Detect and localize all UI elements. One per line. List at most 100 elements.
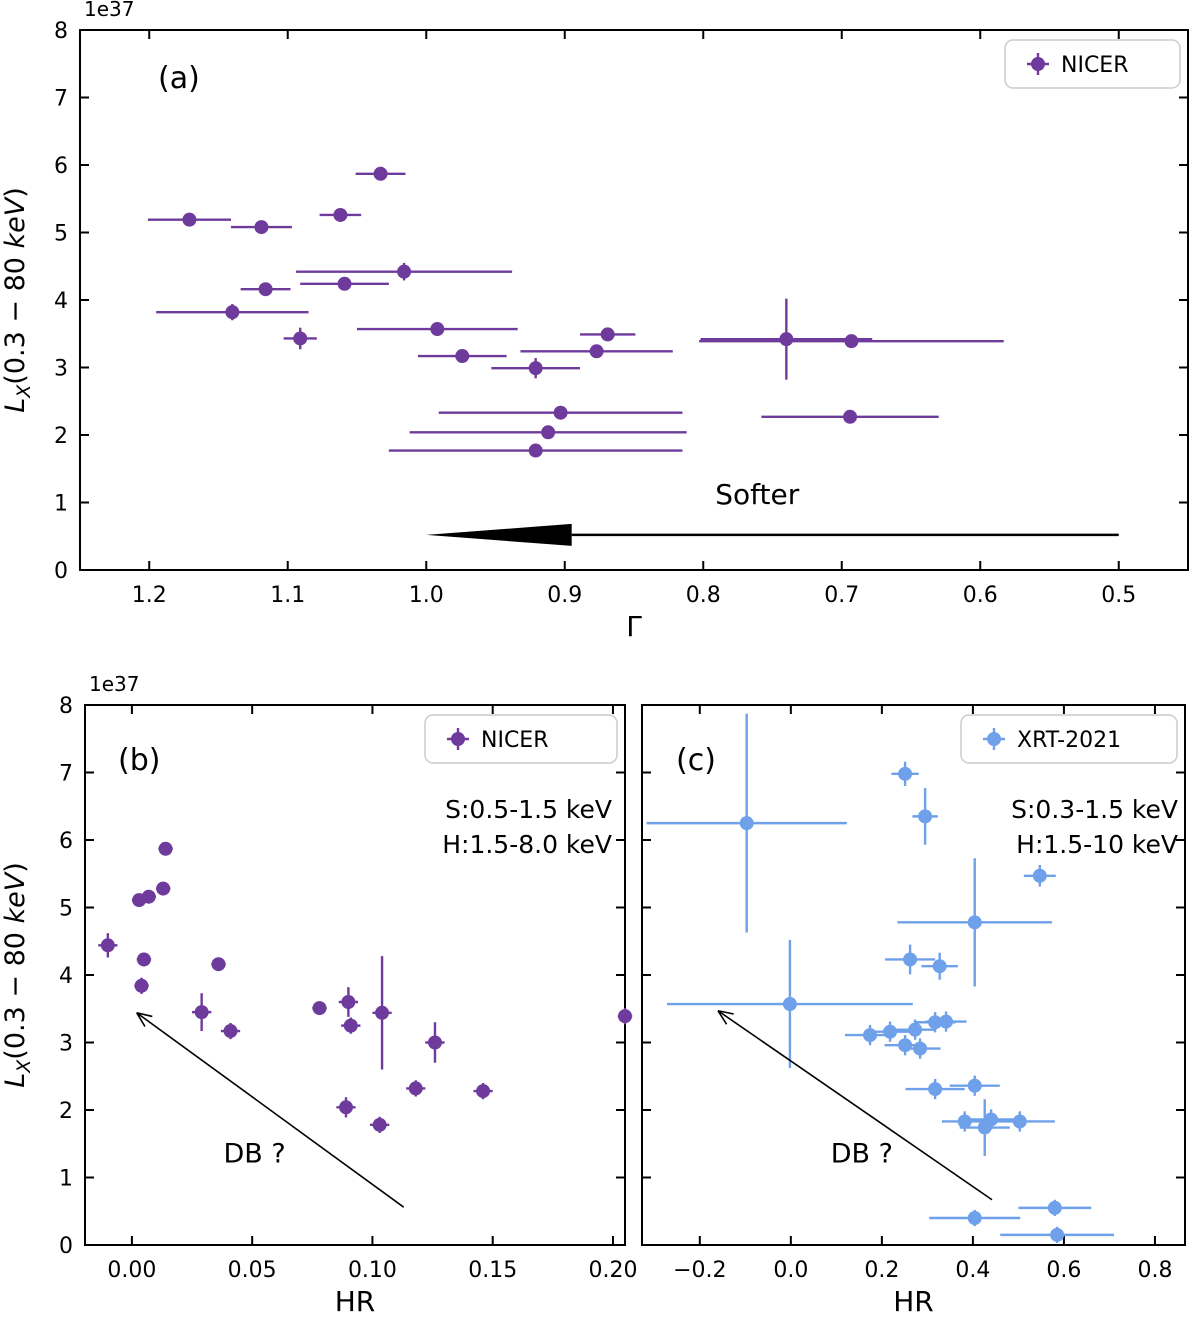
- data-point: [258, 282, 273, 297]
- y-tick-label: 8: [59, 694, 73, 719]
- data-point: [293, 331, 308, 346]
- data-point: [844, 334, 859, 349]
- y-tick-label: 5: [59, 897, 73, 922]
- x-tick-label: 0.8: [1137, 1258, 1172, 1283]
- legend-label: NICER: [1061, 53, 1129, 78]
- hard-band-text: H:1.5-10 keV: [1016, 830, 1178, 859]
- axes-frame: [79, 29, 1189, 571]
- y-tick-label: 0: [59, 1234, 73, 1259]
- data-point: [932, 959, 947, 974]
- legend-box: [960, 714, 1178, 764]
- data-point: [898, 766, 913, 781]
- y-tick-label: 1: [59, 1167, 73, 1192]
- x-tick-label: 0.20: [588, 1258, 637, 1283]
- data-point: [254, 220, 269, 235]
- legend-marker: [1031, 57, 1045, 71]
- y-tick-label: 7: [54, 87, 68, 112]
- panel-label: (c): [676, 743, 716, 778]
- y-tick-label: 1: [54, 492, 68, 517]
- data-point: [779, 332, 794, 347]
- y-tick-label: 0: [54, 559, 68, 584]
- x-tick-label: 0.05: [228, 1258, 277, 1283]
- x-tick-label: 0.0: [773, 1258, 808, 1283]
- y-tick-label: 4: [54, 289, 68, 314]
- axes-frame: [641, 704, 1186, 1246]
- y-tick-label: 6: [54, 154, 68, 179]
- panel-a-chart: 1.2 1.1 1.0 0.9 0.8 0.7 0.6 0.5 0 1 2 3 4 5 6 7 8 1e37 Γ LX…: [0, 0, 1189, 643]
- softer-arrow-head: [426, 523, 572, 546]
- y-axis-label: LX(0.3 − 80 keV): [0, 862, 35, 1088]
- panel-label: (a): [158, 61, 200, 96]
- axis-offset-text: 1e37: [84, 0, 134, 21]
- y-tick-label: 4: [59, 964, 73, 989]
- data-point: [908, 1022, 923, 1037]
- db-arrow-head: [136, 1012, 146, 1027]
- x-tick-label: 0.5: [1101, 583, 1136, 608]
- data-point: [211, 957, 226, 972]
- legend-box: [1004, 39, 1181, 89]
- x-tick-label: 0.8: [686, 583, 721, 608]
- x-tick-label: 1.1: [270, 583, 305, 608]
- data-point: [863, 1028, 878, 1043]
- db-arrow-head: [717, 1009, 734, 1015]
- panel-b-chart: 0.00 0.05 0.10 0.15 0.20 0 1 2 3 4 5 6 7 8 1e37 HR LX(0.…: [0, 672, 637, 1318]
- data-point: [984, 1112, 999, 1127]
- data-point: [455, 349, 470, 364]
- data-point: [967, 915, 982, 930]
- legend-marker: [987, 732, 1001, 746]
- data-point: [898, 1038, 913, 1053]
- db-arrow-head: [717, 1010, 728, 1025]
- softer-label: Softer: [715, 478, 799, 511]
- x-tick-label: 0.9: [547, 583, 582, 608]
- data-point: [600, 327, 615, 342]
- db-arrow-line: [717, 1010, 993, 1201]
- data-point: [337, 276, 352, 291]
- data-point: [223, 1024, 238, 1039]
- data-point: [338, 1100, 353, 1115]
- data-point: [782, 997, 797, 1012]
- x-tick-label: 0.7: [824, 583, 859, 608]
- x-tick-label: −0.2: [673, 1258, 726, 1283]
- data-point: [343, 1018, 358, 1033]
- data-point: [427, 1035, 442, 1050]
- x-tick-label: 1.0: [409, 583, 444, 608]
- soft-band-text: S:0.5-1.5 keV: [445, 795, 612, 824]
- axes-frame: [84, 704, 626, 1246]
- data-point: [341, 995, 356, 1009]
- data-point: [134, 978, 149, 993]
- db-label: DB ?: [831, 1139, 893, 1170]
- data-point: [618, 1009, 632, 1024]
- y-tick-label: 5: [54, 222, 68, 247]
- data-point: [903, 952, 918, 967]
- y-tick-label: 8: [54, 19, 68, 44]
- data-point: [1047, 1200, 1062, 1215]
- data-point: [476, 1084, 491, 1099]
- legend-label: XRT-2021: [1017, 728, 1121, 753]
- data-point: [141, 889, 156, 904]
- x-tick-label: 0.00: [107, 1258, 156, 1283]
- data-point: [1032, 868, 1047, 883]
- data-point: [1050, 1227, 1065, 1242]
- data-point: [939, 1014, 954, 1029]
- data-point: [182, 212, 197, 227]
- data-point: [883, 1024, 898, 1039]
- data-point: [528, 361, 543, 376]
- data-point: [913, 1041, 928, 1056]
- x-axis-label: HR: [335, 1285, 376, 1318]
- x-axis-label: Γ: [626, 610, 642, 643]
- y-tick-label: 3: [59, 1032, 73, 1057]
- data-point: [553, 405, 568, 420]
- data-point: [967, 1078, 982, 1093]
- data-point: [100, 938, 115, 953]
- data-point: [589, 344, 604, 359]
- x-tick-label: 0.2: [864, 1258, 899, 1283]
- data-point: [928, 1082, 943, 1097]
- data-point: [928, 1015, 943, 1030]
- x-tick-label: 1.2: [132, 583, 167, 608]
- data-point: [918, 809, 933, 824]
- y-tick-label: 2: [59, 1099, 73, 1124]
- data-point: [739, 816, 754, 831]
- hard-band-text: H:1.5-8.0 keV: [442, 830, 612, 859]
- x-tick-label: 0.15: [468, 1258, 517, 1283]
